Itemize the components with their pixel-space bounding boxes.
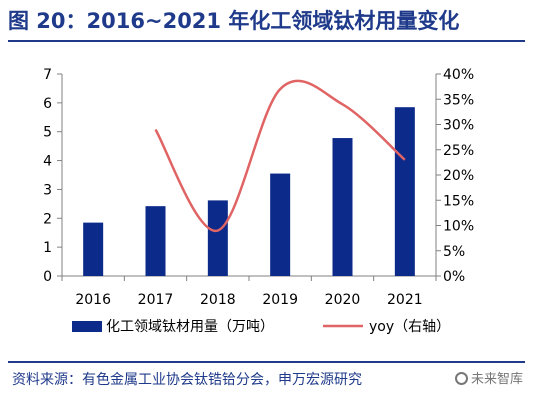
y-left-tick-label: 1: [43, 240, 52, 256]
bar: [207, 200, 228, 276]
y-left-tick-label: 2: [43, 211, 52, 227]
legend-label-line: yoy（右轴）: [369, 319, 450, 335]
watermark: 未来智库: [454, 370, 523, 390]
y-right-tick-label: 20%: [443, 168, 474, 184]
x-tick-label: 2017: [138, 292, 174, 308]
source-divider: [8, 361, 525, 363]
x-tick-label: 2020: [325, 292, 361, 308]
watermark-logo-icon: [454, 372, 468, 385]
y-right-tick-label: 5%: [443, 244, 465, 260]
x-tick-label: 2021: [387, 292, 423, 308]
y-right-tick-label: 25%: [443, 143, 474, 159]
y-right-tick-label: 15%: [443, 193, 474, 209]
title-divider: [8, 40, 525, 42]
source-note: 资料来源：有色金属工业协会钛锆铪分会，申万宏源研究: [12, 372, 362, 388]
watermark-text: 未来智库: [470, 372, 523, 387]
y-right-tick-label: 10%: [443, 219, 474, 235]
bar: [332, 138, 353, 276]
y-right-tick-label: 40%: [443, 67, 474, 83]
legend-label-bar: 化工领域钛材用量（万吨）: [106, 319, 274, 335]
x-tick-label: 2018: [200, 292, 236, 308]
y-left-tick-label: 4: [43, 154, 52, 170]
x-tick-label: 2019: [262, 292, 298, 308]
y-right-tick-label: 30%: [443, 118, 474, 134]
bar: [394, 107, 415, 276]
bar: [145, 206, 166, 276]
combo-chart: 0 1 2 3 4 5 6 7 0% 5% 10% 15% 20% 25% 30% 35% 40% 2016 201…: [43, 67, 474, 335]
y-left-tick-label: 0: [43, 269, 52, 285]
figure-title: 图 20：2016~2021 年化工领域钛材用量变化: [8, 9, 460, 33]
legend-swatch-bar: [72, 321, 102, 332]
bar: [83, 222, 104, 276]
y-left-tick-label: 3: [43, 182, 52, 198]
x-tick-label: 2016: [75, 292, 111, 308]
y-right-tick-label: 0%: [443, 269, 465, 285]
bar: [270, 173, 291, 276]
y-left-tick-label: 5: [43, 125, 52, 141]
y-right-tick-label: 35%: [443, 92, 474, 108]
y-left-tick-label: 7: [43, 67, 52, 83]
y-left-tick-label: 6: [43, 96, 52, 112]
yoy-line: [154, 79, 406, 232]
